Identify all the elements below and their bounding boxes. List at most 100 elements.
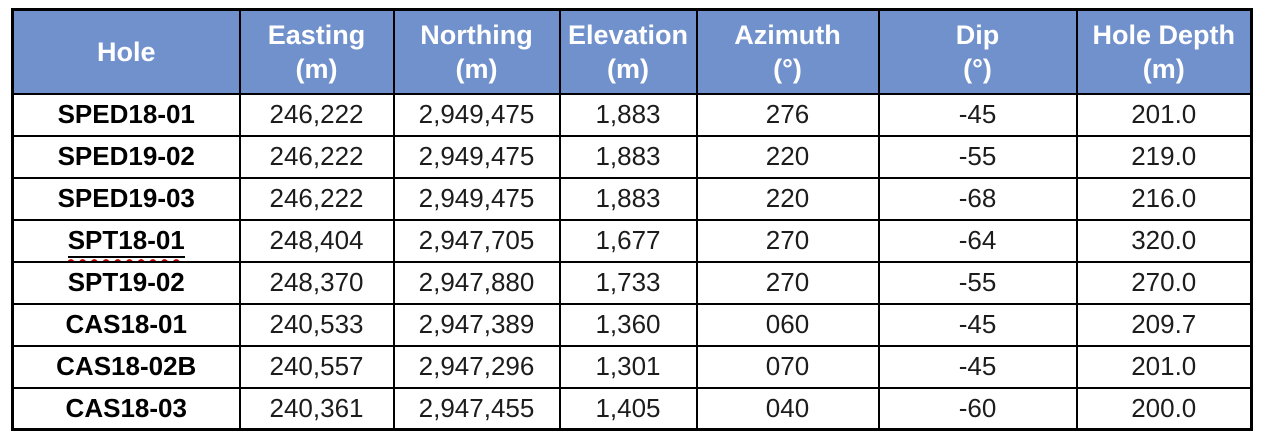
hole_depth-cell: 201.0 bbox=[1075, 92, 1253, 137]
hole-name-label: SPED19-03 bbox=[57, 183, 195, 213]
elevation-cell: 1,883 bbox=[558, 176, 698, 221]
table-row: SPT18-01 248,404 2,947,705 1,677 270 -64 320.0 bbox=[11, 218, 1253, 263]
hole-id-cell: SPED19-03 bbox=[11, 176, 241, 221]
hole-name-label: SPT19-02 bbox=[67, 267, 185, 297]
dip-cell: -45 bbox=[877, 344, 1078, 389]
hole-id-cell: SPED18-01 bbox=[11, 92, 241, 137]
hole-id-cell: CAS18-01 bbox=[11, 302, 241, 347]
dip-cell: -68 bbox=[877, 176, 1078, 221]
easting-cell: 246,222 bbox=[238, 176, 395, 221]
easting-cell: 248,370 bbox=[238, 260, 395, 305]
column-label: Hole bbox=[96, 36, 156, 67]
northing-cell: 2,947,880 bbox=[392, 260, 561, 305]
northing-cell: 2,949,475 bbox=[392, 176, 561, 221]
column-unit: (m) bbox=[455, 53, 498, 84]
column-header-northing: Northing (m) bbox=[392, 8, 561, 95]
azimuth-cell: 220 bbox=[695, 176, 880, 221]
table-header-row: Hole Easting (m) Northing (m) Elevation (m) Azi… bbox=[11, 8, 1253, 95]
northing-cell: 2,947,455 bbox=[392, 386, 561, 431]
elevation-cell: 1,677 bbox=[558, 218, 698, 263]
table-row: CAS18-01 240,533 2,947,389 1,360 060 -45 209.7 bbox=[11, 302, 1253, 347]
elevation-cell: 1,301 bbox=[558, 344, 698, 389]
hole_depth-cell: 209.7 bbox=[1075, 302, 1253, 347]
hole_depth-cell: 201.0 bbox=[1075, 344, 1253, 389]
column-unit: (m) bbox=[295, 53, 338, 84]
table-row: SPED19-03 246,222 2,949,475 1,883 220 -68 216.… bbox=[11, 176, 1253, 221]
column-label: Hole Depth bbox=[1092, 19, 1235, 50]
column-label: Dip bbox=[955, 19, 1000, 50]
column-unit: (m) bbox=[607, 53, 649, 84]
hole-name: SPT19-02 bbox=[68, 267, 185, 298]
northing-cell: 2,949,475 bbox=[392, 134, 561, 179]
hole-name: CAS18-01 bbox=[66, 309, 187, 340]
elevation-cell: 1,883 bbox=[558, 134, 698, 179]
column-unit: (°) bbox=[963, 53, 992, 84]
hole-id-cell: SPED19-02 bbox=[11, 134, 241, 179]
azimuth-cell: 270 bbox=[695, 260, 880, 305]
northing-cell: 2,947,296 bbox=[392, 344, 561, 389]
hole-name-label: CAS18-02B bbox=[56, 351, 197, 381]
hole_depth-cell: 219.0 bbox=[1075, 134, 1253, 179]
hole-id-cell: CAS18-02B bbox=[11, 344, 241, 389]
easting-cell: 240,557 bbox=[238, 344, 395, 389]
table-row: CAS18-02B 240,557 2,947,296 1,301 070 -45 201.… bbox=[11, 344, 1253, 389]
hole-name: SPED19-02 bbox=[58, 141, 195, 172]
hole-name-label: SPED19-02 bbox=[57, 141, 195, 171]
drill-hole-collar-table: Hole Easting (m) Northing (m) Elevation (m) Azi… bbox=[11, 8, 1253, 431]
hole-id-cell: CAS18-03 bbox=[11, 386, 241, 431]
table-row: SPED19-02 246,222 2,949,475 1,883 220 -55 219.… bbox=[11, 134, 1253, 179]
dip-cell: -55 bbox=[877, 260, 1078, 305]
dip-cell: -45 bbox=[877, 92, 1078, 137]
dip-cell: -45 bbox=[877, 302, 1078, 347]
column-header-hole_depth: Hole Depth (m) bbox=[1075, 8, 1253, 95]
hole_depth-cell: 320.0 bbox=[1075, 218, 1253, 263]
column-label: Northing bbox=[420, 19, 533, 50]
hole-name-label: CAS18-01 bbox=[65, 309, 187, 339]
column-unit: (m) bbox=[1142, 53, 1185, 84]
azimuth-cell: 276 bbox=[695, 92, 880, 137]
northing-cell: 2,947,389 bbox=[392, 302, 561, 347]
hole-id-cell: SPT19-02 bbox=[11, 260, 241, 305]
northing-cell: 2,949,475 bbox=[392, 92, 561, 137]
dip-cell: -64 bbox=[877, 218, 1078, 263]
table-row: CAS18-03 240,361 2,947,455 1,405 040 -60 200.0 bbox=[11, 386, 1253, 431]
column-header-elevation: Elevation (m) bbox=[558, 8, 698, 95]
hole-name-label: CAS18-03 bbox=[65, 392, 187, 423]
hole-name-label: SPED18-01 bbox=[57, 99, 195, 129]
column-header-azimuth: Azimuth (°) bbox=[695, 8, 880, 95]
dip-cell: -60 bbox=[877, 386, 1078, 431]
azimuth-cell: 060 bbox=[695, 302, 880, 347]
elevation-cell: 1,405 bbox=[558, 386, 698, 431]
easting-cell: 246,222 bbox=[238, 134, 395, 179]
hole-name: SPED18-01 bbox=[58, 99, 195, 130]
table-row: SPED18-01 246,222 2,949,475 1,883 276 -45 201.… bbox=[11, 92, 1253, 137]
hole-name: SPED19-03 bbox=[58, 183, 195, 214]
elevation-cell: 1,883 bbox=[558, 92, 698, 137]
column-unit: (°) bbox=[773, 53, 802, 84]
elevation-cell: 1,733 bbox=[558, 260, 698, 305]
easting-cell: 240,361 bbox=[238, 386, 395, 431]
hole-name: CAS18-02B bbox=[56, 351, 196, 382]
column-label: Elevation bbox=[567, 19, 689, 50]
table-row: SPT19-02 248,370 2,947,880 1,733 270 -55 270.0 bbox=[11, 260, 1253, 305]
hole_depth-cell: 200.0 bbox=[1075, 386, 1253, 431]
column-label: Easting bbox=[267, 19, 366, 50]
azimuth-cell: 070 bbox=[695, 344, 880, 389]
easting-cell: 246,222 bbox=[238, 92, 395, 137]
hole-name: SPT18-01 bbox=[67, 225, 185, 260]
easting-cell: 248,404 bbox=[238, 218, 395, 263]
hole_depth-cell: 270.0 bbox=[1075, 260, 1253, 305]
easting-cell: 240,533 bbox=[238, 302, 395, 347]
dip-cell: -55 bbox=[877, 134, 1078, 179]
column-label: Azimuth bbox=[734, 19, 841, 50]
hole-name-label: SPT18-01 bbox=[67, 225, 185, 258]
column-header-dip: Dip (°) bbox=[877, 8, 1078, 95]
elevation-cell: 1,360 bbox=[558, 302, 698, 347]
northing-cell: 2,947,705 bbox=[392, 218, 561, 263]
hole-id-cell: SPT18-01 bbox=[11, 218, 241, 263]
azimuth-cell: 220 bbox=[695, 134, 880, 179]
column-header-easting: Easting (m) bbox=[238, 8, 395, 95]
hole-name: CAS18-03 bbox=[66, 393, 187, 424]
hole_depth-cell: 216.0 bbox=[1075, 176, 1253, 221]
